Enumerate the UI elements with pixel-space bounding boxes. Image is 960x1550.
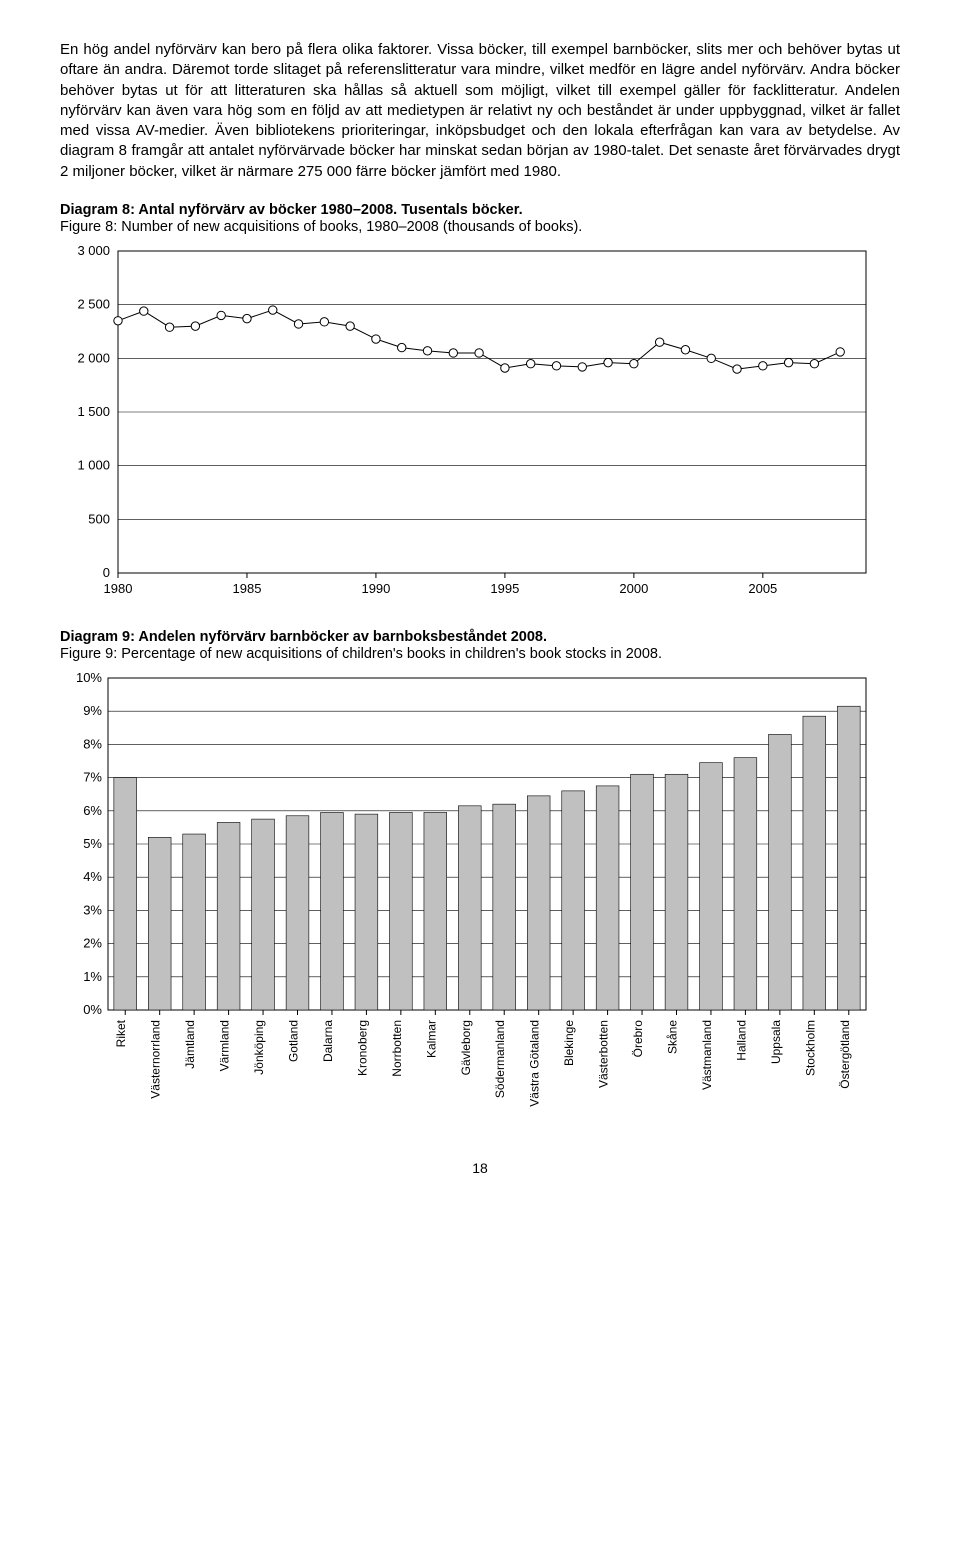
svg-text:Värmland: Värmland (218, 1020, 232, 1071)
svg-text:500: 500 (88, 511, 110, 526)
svg-text:6%: 6% (83, 803, 102, 818)
svg-text:Östergötland: Östergötland (838, 1020, 852, 1089)
page-number: 18 (60, 1160, 900, 1176)
svg-text:9%: 9% (83, 703, 102, 718)
svg-text:Skåne: Skåne (666, 1019, 680, 1053)
svg-text:1%: 1% (83, 969, 102, 984)
svg-text:Blekinge: Blekinge (562, 1019, 576, 1065)
svg-text:0%: 0% (83, 1002, 102, 1017)
svg-text:Gotland: Gotland (287, 1020, 301, 1062)
diagram8-title: Diagram 8: Antal nyförvärv av böcker 198… (60, 202, 900, 218)
svg-text:3%: 3% (83, 902, 102, 917)
svg-text:2 500: 2 500 (77, 296, 110, 311)
svg-text:1 000: 1 000 (77, 457, 110, 472)
svg-text:Kronoberg: Kronoberg (355, 1020, 369, 1076)
svg-text:Västmanland: Västmanland (700, 1020, 714, 1090)
svg-text:Halland: Halland (734, 1020, 748, 1061)
diagram9-chart: 0% 1% 2% 3% 4% 5% 6% 7% 8% 9% 10% Riket Västernorrla… (60, 670, 900, 1130)
svg-text:Västerbotten: Västerbotten (597, 1020, 611, 1088)
svg-text:2000: 2000 (619, 581, 648, 596)
svg-text:1995: 1995 (490, 581, 519, 596)
svg-text:Örebro: Örebro (631, 1019, 645, 1057)
svg-text:Kalmar: Kalmar (424, 1020, 438, 1058)
svg-text:Västernorrland: Västernorrland (149, 1020, 163, 1099)
diagram9-svg: 0% 1% 2% 3% 4% 5% 6% 7% 8% 9% 10% Riket Västernorrla… (60, 670, 880, 1130)
svg-text:Norrbotten: Norrbotten (390, 1020, 404, 1077)
diagram8-subtitle: Figure 8: Number of new acquisitions of … (60, 219, 900, 235)
svg-text:1980: 1980 (104, 581, 133, 596)
svg-text:7%: 7% (83, 769, 102, 784)
svg-text:Riket: Riket (114, 1019, 128, 1047)
svg-text:Gävleborg: Gävleborg (459, 1020, 473, 1075)
svg-text:Västra Götaland: Västra Götaland (528, 1020, 542, 1107)
svg-text:Södermanland: Södermanland (493, 1020, 507, 1098)
svg-text:Jönköping: Jönköping (252, 1020, 266, 1075)
diagram8-svg: 0 500 1 000 1 500 2 000 2 500 3 000 1980 1985 199… (60, 243, 880, 603)
diagram8-chart: 0 500 1 000 1 500 2 000 2 500 3 000 1980 1985 199… (60, 243, 900, 603)
diagram9-subtitle: Figure 9: Percentage of new acquisitions… (60, 646, 900, 662)
svg-text:10%: 10% (76, 670, 102, 685)
intro-paragraph: En hög andel nyförvärv kan bero på flera… (60, 40, 900, 182)
diagram9-title: Diagram 9: Andelen nyförvärv barnböcker … (60, 629, 900, 645)
svg-text:2%: 2% (83, 935, 102, 950)
svg-text:3 000: 3 000 (77, 243, 110, 258)
svg-text:1 500: 1 500 (77, 404, 110, 419)
svg-text:1985: 1985 (233, 581, 262, 596)
svg-text:Uppsala: Uppsala (769, 1019, 783, 1063)
svg-text:2 000: 2 000 (77, 350, 110, 365)
svg-text:5%: 5% (83, 836, 102, 851)
svg-text:Stockholm: Stockholm (803, 1020, 817, 1076)
svg-text:4%: 4% (83, 869, 102, 884)
svg-text:0: 0 (103, 565, 110, 580)
svg-text:Dalarna: Dalarna (321, 1019, 335, 1061)
svg-text:1990: 1990 (361, 581, 390, 596)
svg-text:2005: 2005 (748, 581, 777, 596)
svg-text:8%: 8% (83, 736, 102, 751)
svg-text:Jämtland: Jämtland (183, 1020, 197, 1069)
